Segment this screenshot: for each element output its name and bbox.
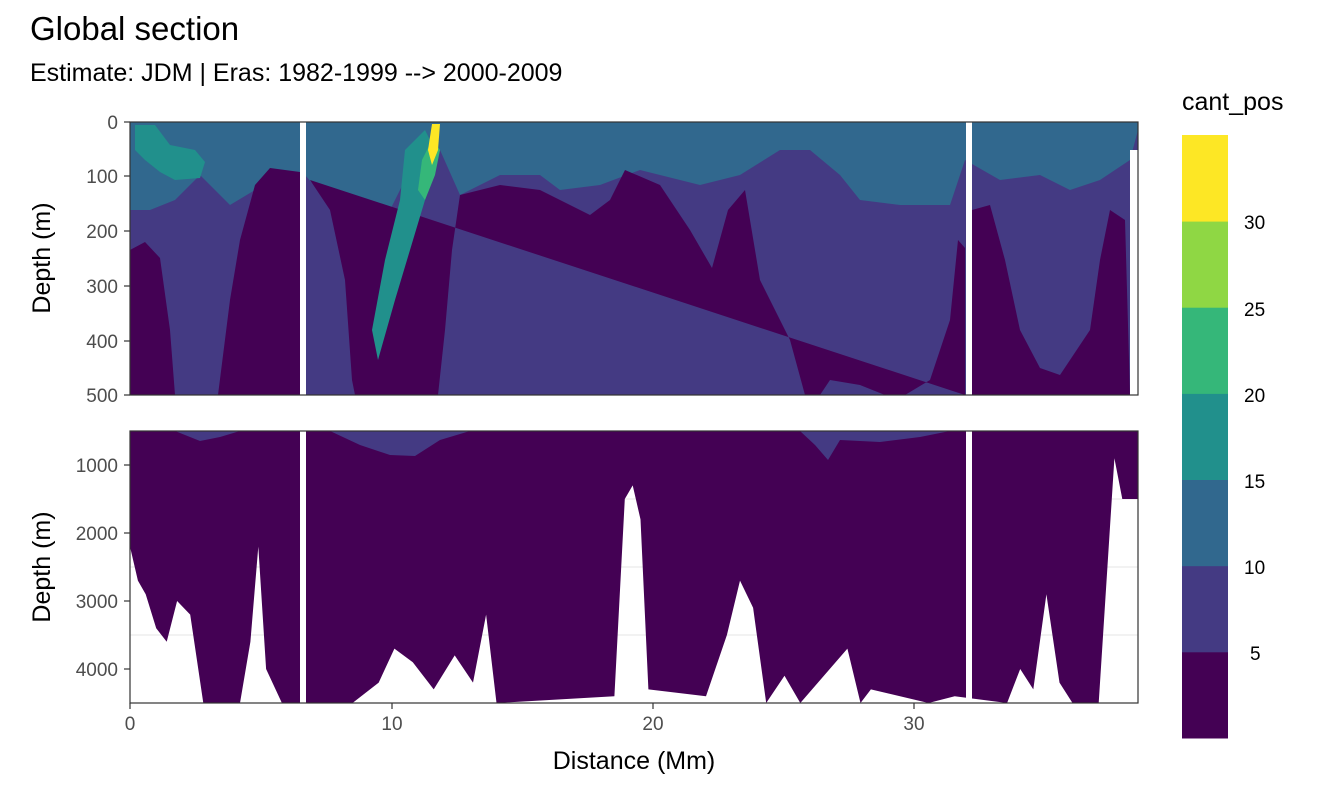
band-0-5-deep [130, 431, 1138, 703]
legend-break-label: 5 [1250, 644, 1261, 665]
band-30-35 [428, 124, 440, 165]
lower-panel-border [129, 430, 1139, 704]
upper-panel [129, 121, 1139, 396]
legend-break-label: 15 [1244, 472, 1265, 493]
x-axis-title: Distance (Mm) [553, 747, 716, 775]
legend-break-label: 25 [1244, 300, 1265, 321]
y-tick-label: 4000 [76, 660, 118, 681]
x-tick-label: 10 [381, 714, 402, 735]
gap-strip [1130, 150, 1138, 395]
legend-swatch [1182, 221, 1228, 308]
y-tick-label: 2000 [76, 524, 118, 545]
legend-swatch [1182, 393, 1228, 480]
chart-title: Global section [30, 10, 240, 47]
band-5-10-deep [175, 431, 950, 460]
lower-panel-field [130, 431, 1138, 703]
legend-title: cant_pos [1182, 88, 1283, 116]
gap-strip [966, 122, 972, 395]
y-tick-label: 400 [86, 332, 118, 353]
legend-swatch [1182, 479, 1228, 567]
upper-y-axis: 0 100 200 300 400 500 Depth (m) [28, 113, 130, 407]
x-tick-label: 0 [125, 714, 136, 735]
y-tick-label: 0 [107, 113, 118, 134]
upper-panel-border [129, 121, 1139, 396]
gap-strip [300, 431, 306, 703]
legend-swatch [1182, 135, 1228, 222]
upper-panel-field [130, 122, 1138, 395]
gap-strip [300, 122, 306, 395]
legend-swatch [1182, 307, 1228, 394]
lower-y-axis-title: Depth (m) [28, 511, 56, 622]
upper-y-axis-title: Depth (m) [28, 202, 56, 313]
legend-break-label: 30 [1244, 213, 1265, 234]
legend-break-label: 10 [1244, 558, 1265, 579]
band-15-20 [135, 125, 435, 360]
x-tick-label: 30 [903, 714, 924, 735]
x-axis: 0 10 20 30 Distance (Mm) [125, 703, 925, 775]
legend: cant_pos 30 25 20 15 10 5 [1182, 88, 1283, 739]
y-tick-label: 500 [86, 386, 118, 407]
legend-swatch [1182, 651, 1228, 739]
y-tick-label: 300 [86, 277, 118, 298]
y-tick-label: 100 [86, 167, 118, 188]
y-tick-label: 1000 [76, 456, 118, 477]
lower-y-axis: 1000 2000 3000 4000 Depth (m) [28, 456, 130, 681]
legend-swatch [1182, 565, 1228, 653]
lower-panel [129, 430, 1139, 704]
chart-subtitle: Estimate: JDM | Eras: 1982-1999 --> 2000… [30, 59, 563, 87]
legend-break-label: 20 [1244, 386, 1265, 407]
legend-colorbar [1182, 135, 1228, 739]
y-tick-label: 200 [86, 222, 118, 243]
x-tick-label: 20 [642, 714, 663, 735]
gap-strip [966, 431, 972, 703]
y-tick-label: 3000 [76, 592, 118, 613]
